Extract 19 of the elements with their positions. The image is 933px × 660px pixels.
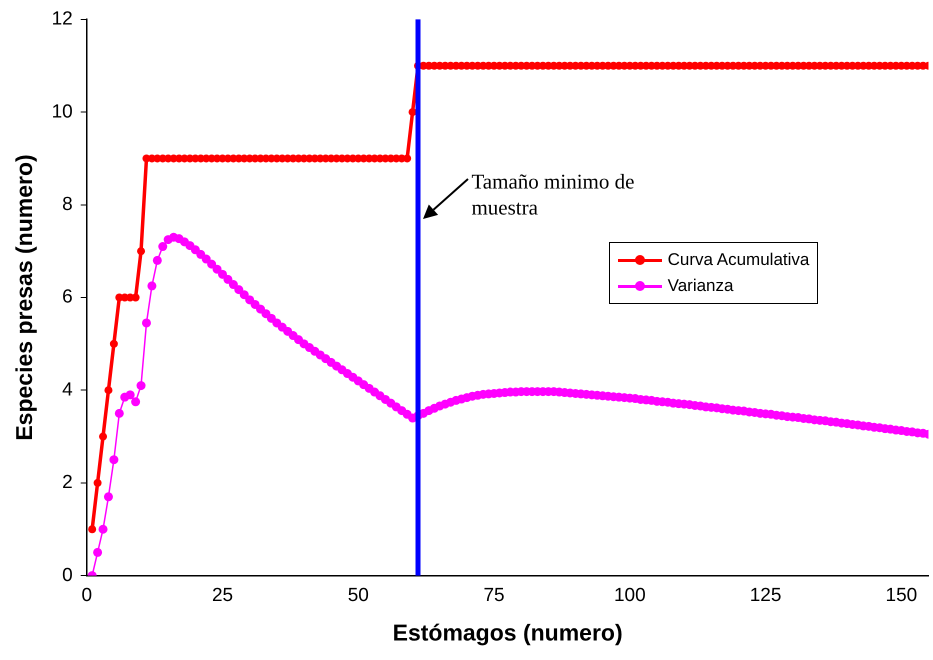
annotation: Tamaño minimo de muestra	[471, 170, 634, 220]
y-tick-label: 12	[52, 8, 73, 30]
y-axis-title: Especies presas (numero)	[11, 154, 38, 441]
legend-label: Varianza	[668, 276, 734, 296]
x-tick-label: 25	[212, 585, 234, 606]
x-tick-label: 0	[81, 585, 92, 606]
x-tick-label: 75	[483, 585, 505, 606]
y-tick-label: 4	[62, 379, 74, 400]
y-tick-label: 10	[52, 101, 73, 122]
legend-label: Curva Acumulativa	[668, 250, 810, 270]
x-tick-label: 50	[348, 585, 369, 606]
y-tick-label: 2	[62, 472, 73, 494]
x-tick-label: 150	[885, 585, 918, 606]
x-tick-label: 100	[614, 585, 646, 606]
x-tick-label: 125	[750, 585, 782, 606]
y-tick-label: 8	[62, 194, 73, 216]
x-axis-title: Estómagos (numero)	[392, 620, 623, 646]
y-tick-label: 0	[62, 564, 73, 586]
y-tick-label: 6	[62, 286, 73, 308]
